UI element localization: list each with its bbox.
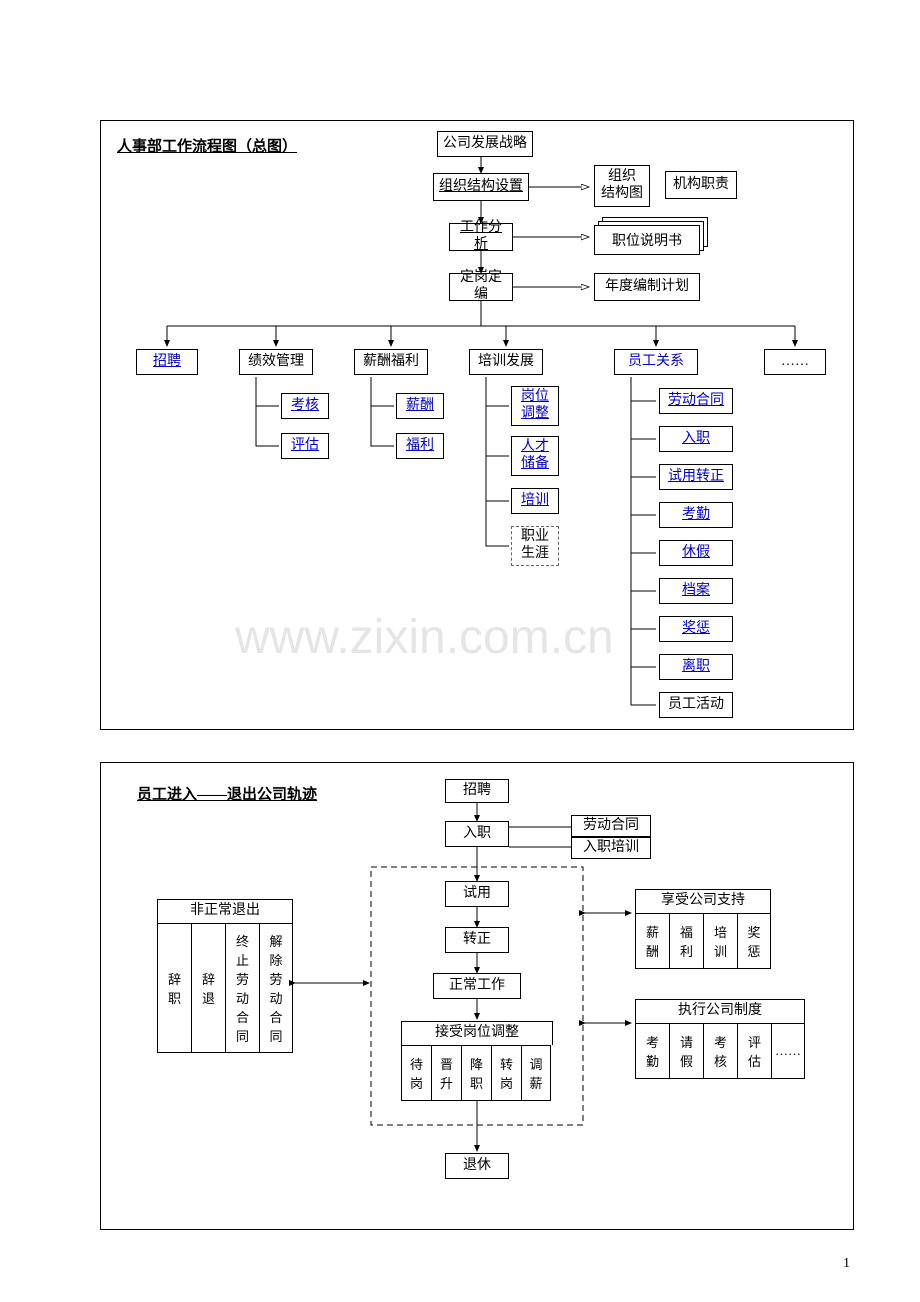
node-career: 职业 生涯 (511, 526, 559, 566)
table-cell: …… (771, 1023, 805, 1079)
node-activity: 员工活动 (659, 692, 733, 718)
node-archive[interactable]: 档案 (659, 578, 733, 604)
node-attendance[interactable]: 考勤 (659, 502, 733, 528)
table-cell: 请 假 (669, 1023, 703, 1079)
node-emp-rel[interactable]: 员工关系 (614, 349, 698, 375)
node-job-analysis: 工作分析 (449, 223, 513, 251)
node-org-setup: 组织结构设置 (433, 173, 529, 201)
node2-contract: 劳动合同 (571, 815, 651, 837)
node-probation[interactable]: 试用转正 (659, 464, 733, 490)
table-cell: 降 职 (461, 1045, 491, 1101)
table-cell: 福 利 (669, 913, 703, 969)
table-cell: 评 估 (737, 1023, 771, 1079)
table-cell: 奖 惩 (737, 913, 771, 969)
node-org-chart: 组织 结构图 (594, 165, 650, 207)
table-cell: 辞 职 (157, 923, 191, 1053)
node-strategy: 公司发展战略 (437, 131, 533, 157)
node-headcount: 定岗定编 (449, 273, 513, 301)
node2-abnormal-cells: 辞 职辞 退终 止 劳 动 合 同解 除 劳 动 合 同 (157, 923, 293, 1053)
node-assess[interactable]: 考核 (281, 393, 329, 419)
table-cell: 转 岗 (491, 1045, 521, 1101)
panel1-title: 人事部工作流程图（总图） (117, 135, 297, 156)
table-cell: 终 止 劳 动 合 同 (225, 923, 259, 1053)
node-perf-mgmt: 绩效管理 (239, 349, 313, 375)
node2-adjust-cells: 待 岗晋 升降 职转 岗调 薪 (401, 1045, 551, 1101)
node2-recruit: 招聘 (445, 779, 509, 803)
node-recruit[interactable]: 招聘 (136, 349, 198, 375)
node-org-duty: 机构职责 (665, 171, 737, 199)
node-leave[interactable]: 休假 (659, 540, 733, 566)
node2-retire: 退休 (445, 1153, 509, 1179)
page: 人事部工作流程图（总图） (0, 0, 920, 1302)
node-comp-benefit: 薪酬福利 (354, 349, 428, 375)
node-more: …… (764, 349, 826, 375)
node2-abnormal-header: 非正常退出 (157, 899, 293, 923)
node2-regular: 转正 (445, 927, 509, 953)
table-cell: 解 除 劳 动 合 同 (259, 923, 293, 1053)
panel2-title: 员工进入——退出公司轨迹 (137, 783, 317, 804)
node2-induction: 入职培训 (571, 837, 651, 859)
node-training-dev: 培训发展 (469, 349, 543, 375)
node-talent[interactable]: 人才 储备 (511, 436, 559, 476)
node2-support-cells: 薪 酬福 利培 训奖 惩 (635, 913, 771, 969)
node2-adjust-header: 接受岗位调整 (401, 1021, 553, 1045)
panel-hr-flowchart: 人事部工作流程图（总图） (100, 120, 854, 730)
node-offboard[interactable]: 离职 (659, 654, 733, 680)
table-cell: 考 核 (703, 1023, 737, 1079)
panel-employee-lifecycle: 员工进入——退出公司轨迹 招聘 (100, 762, 854, 1230)
node-salary[interactable]: 薪酬 (396, 393, 444, 419)
node-training[interactable]: 培训 (511, 488, 559, 514)
node2-work: 正常工作 (433, 973, 521, 999)
table-cell: 待 岗 (401, 1045, 431, 1101)
node2-system-header: 执行公司制度 (635, 999, 805, 1023)
node-post-adj[interactable]: 岗位 调整 (511, 386, 559, 426)
node2-system-cells: 考 勤请 假考 核评 估…… (635, 1023, 805, 1079)
node-reward[interactable]: 奖惩 (659, 616, 733, 642)
panel1-arrows (101, 121, 853, 729)
node2-onboard: 入职 (445, 821, 509, 847)
node-eval[interactable]: 评估 (281, 433, 329, 459)
table-cell: 调 薪 (521, 1045, 551, 1101)
table-cell: 薪 酬 (635, 913, 669, 969)
node2-probation: 试用 (445, 881, 509, 907)
docstack-job-desc: 职位说明书 (594, 217, 714, 257)
table-cell: 晋 升 (431, 1045, 461, 1101)
table-cell: 考 勤 (635, 1023, 669, 1079)
node2-support-header: 享受公司支持 (635, 889, 771, 913)
node-annual-plan: 年度编制计划 (594, 273, 700, 301)
node-contract[interactable]: 劳动合同 (659, 388, 733, 414)
table-cell: 培 训 (703, 913, 737, 969)
node-welfare[interactable]: 福利 (396, 433, 444, 459)
table-cell: 辞 退 (191, 923, 225, 1053)
node-onboard[interactable]: 入职 (659, 426, 733, 452)
page-number: 1 (843, 1256, 850, 1272)
